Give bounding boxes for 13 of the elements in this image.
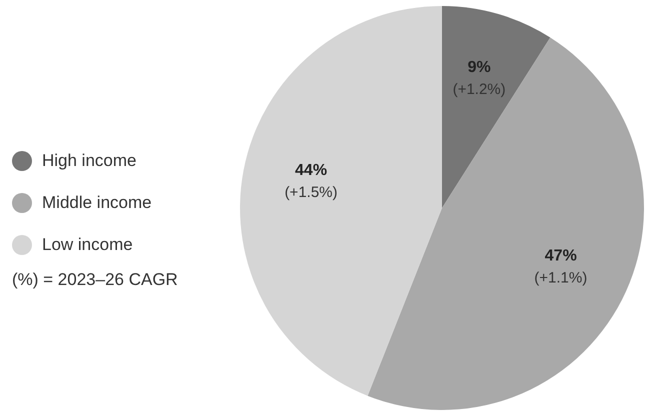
text: (+1.2%) bbox=[452, 80, 506, 98]
text: (+1.1%) bbox=[534, 270, 588, 287]
data-label: 9% bbox=[468, 58, 491, 76]
legend-label: High income bbox=[42, 151, 136, 171]
pie-slice bbox=[442, 6, 550, 208]
pie-slice bbox=[368, 37, 644, 410]
pie-slice bbox=[240, 6, 442, 396]
legend-label: Low income bbox=[42, 235, 133, 255]
legend-label: Middle income bbox=[42, 193, 152, 213]
text: (+1.5%) bbox=[284, 184, 338, 202]
data-label: 44% bbox=[295, 162, 328, 180]
data-label: 47% bbox=[544, 248, 577, 265]
text: (%) = 2023–26 CAGR bbox=[12, 270, 178, 290]
